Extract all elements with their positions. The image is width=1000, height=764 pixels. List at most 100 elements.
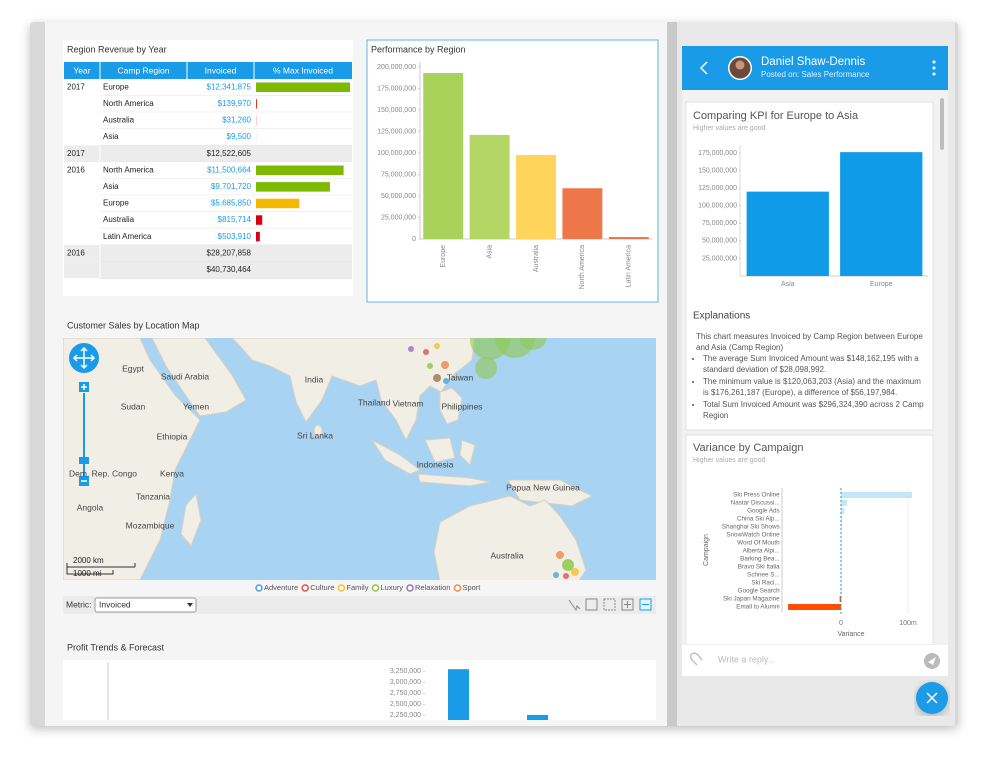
bubble[interactable] [571, 568, 579, 576]
y-tick-label: 25,000,000 [702, 255, 737, 262]
subtotal-row [64, 261, 352, 279]
metric-select[interactable] [94, 597, 197, 613]
map-label: Vietnam [392, 398, 423, 408]
invoiced-cell: $12,522,605 [207, 149, 252, 158]
year-cell: 2016 [67, 165, 85, 174]
bubble[interactable] [408, 346, 414, 352]
y-tick-label: Word Of Mouth [737, 540, 780, 547]
bar [840, 580, 842, 586]
table-row [64, 228, 352, 245]
zoom-handle[interactable] [79, 457, 89, 464]
region-cell: Asia [103, 182, 119, 191]
y-tick-label: Google Search [738, 588, 781, 595]
table-row [64, 128, 352, 146]
menu-dot[interactable] [932, 60, 936, 64]
back-button[interactable] [699, 61, 708, 75]
map-label: Mozambique [126, 520, 175, 530]
bubble[interactable] [423, 349, 429, 355]
legend-swatch [301, 584, 309, 592]
invoiced-cell: $139,970 [218, 99, 252, 108]
land [424, 437, 456, 463]
map-label: Kenya [160, 468, 184, 478]
percent-bar [256, 198, 300, 209]
menu-dot[interactable] [932, 66, 936, 70]
land [180, 492, 202, 547]
plus-icon [624, 601, 631, 608]
reply-bar [682, 645, 948, 676]
reply-input[interactable]: Write a reply... [718, 654, 775, 664]
scale-bar [66, 563, 136, 575]
y-tick-label: Shanghai Ski Shows [722, 524, 780, 531]
bubble[interactable] [443, 378, 449, 384]
bubble[interactable] [553, 572, 559, 578]
menu-dot[interactable] [932, 72, 936, 76]
posted-on: Posted on: Sales Performance [761, 70, 870, 79]
card [685, 434, 934, 646]
chart-panel[interactable] [366, 39, 659, 303]
explanation-bullet: The minimum value is $120,063,203 (Asia)… [703, 376, 926, 398]
bubble[interactable] [433, 374, 441, 382]
land [507, 479, 594, 507]
bubble[interactable] [475, 357, 497, 379]
map-label: Papua New Guinea [506, 482, 580, 492]
invoiced-cell: $40,730,464 [207, 265, 252, 274]
bar [840, 564, 842, 570]
bubble[interactable] [556, 551, 564, 559]
card-title: Comparing KPI for Europe to Asia [693, 110, 859, 122]
section-title: Explanations [693, 311, 750, 322]
y-tick-label: 100,000,000 [377, 150, 416, 157]
attach-icon[interactable] [689, 652, 703, 666]
land [417, 473, 491, 487]
table-row [64, 211, 352, 229]
y-tick-label: 200,000,000 [377, 64, 416, 71]
bubble[interactable] [563, 573, 569, 579]
y-tick-label: Schnee S... [747, 572, 780, 579]
legend-swatch [453, 584, 462, 592]
scrollbar[interactable] [940, 98, 944, 150]
y-tick-label: 50,000,000 [702, 238, 737, 245]
panel-title: Customer Sales by Location Map [67, 320, 200, 330]
bar [608, 237, 649, 239]
metric-value: Invoiced [99, 599, 131, 609]
tool-icon[interactable] [603, 598, 616, 611]
region-cell: Australia [103, 116, 135, 125]
map-label: Australia [490, 550, 523, 560]
bar [840, 588, 842, 594]
select-tool[interactable] [568, 599, 581, 612]
zoom-in-tool[interactable] [621, 598, 634, 611]
invoiced-cell: $12,341,875 [207, 82, 252, 91]
region-cell: Latin America [103, 232, 152, 241]
legend-swatch [337, 584, 346, 592]
bubble[interactable] [427, 363, 433, 369]
land [63, 338, 201, 580]
send-icon [928, 657, 936, 665]
land [151, 338, 247, 417]
bubble[interactable] [562, 559, 574, 571]
bubble[interactable] [434, 343, 440, 349]
map-label: Philippines [441, 401, 482, 411]
map-label: Sri Lanka [297, 430, 333, 440]
x-tick-label: North America [579, 245, 586, 289]
map[interactable] [63, 318, 656, 582]
x-tick-label: Europe [870, 281, 893, 288]
bubble[interactable] [519, 322, 547, 350]
bullet-list: The average Sum Invoiced Amount was $148… [696, 353, 926, 421]
bar [840, 152, 923, 276]
bar [840, 548, 842, 554]
y-tick-label: Ski Japan Magazine [723, 596, 780, 603]
panel-title: Region Revenue by Year [67, 44, 167, 54]
y-tick-label: 150,000,000 [698, 167, 737, 174]
bubbles [408, 322, 579, 579]
scale-label: 2000 km [73, 556, 104, 565]
dropdown-arrow [187, 603, 193, 607]
divider [667, 22, 677, 726]
year-cell: 2017 [67, 82, 85, 91]
bubble[interactable] [441, 361, 449, 369]
tool-icon[interactable] [585, 598, 598, 611]
map-label: Angola [77, 502, 104, 512]
scale-label: 1000 mi [73, 569, 102, 578]
metric-label: Metric: [66, 599, 92, 609]
explanation-list: The average Sum Invoiced Amount was $148… [696, 353, 926, 422]
land [231, 338, 476, 442]
